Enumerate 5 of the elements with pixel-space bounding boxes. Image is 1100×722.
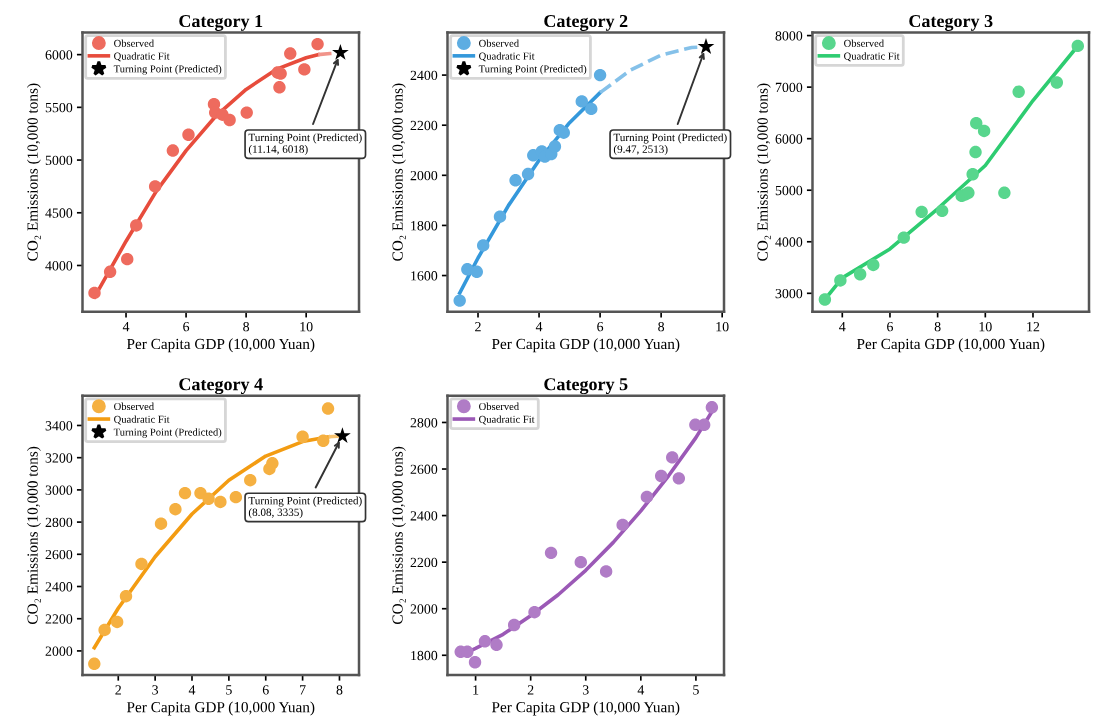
chart-title: Category 4 [179,378,263,395]
chart-title: Category 2 [544,14,628,31]
chart-title: Category 1 [179,14,263,31]
chart-title: Category 3 [909,14,993,31]
chart-title: Category 5 [544,378,628,395]
